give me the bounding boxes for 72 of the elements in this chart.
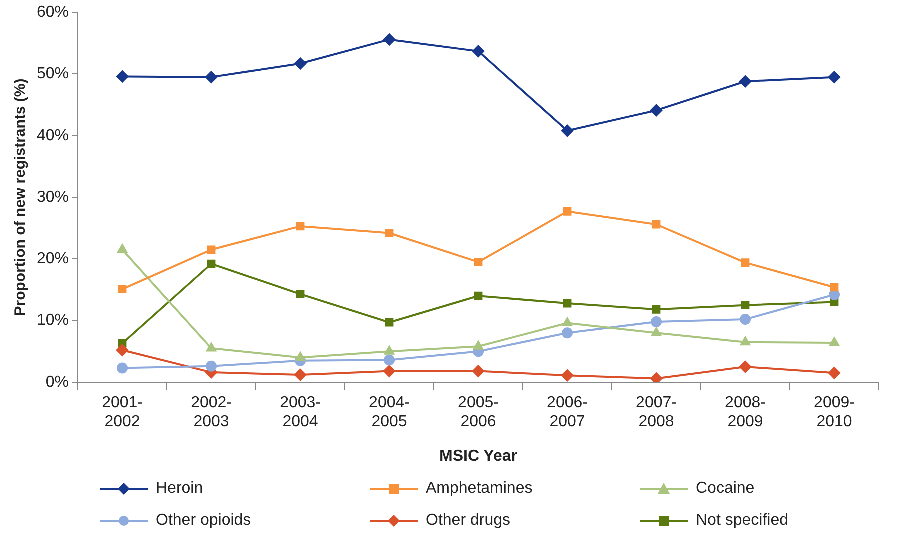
point <box>296 290 305 298</box>
point <box>474 258 483 266</box>
x-tick-label: 2004-2005 <box>369 394 410 431</box>
y-tick-label: 0% <box>46 374 70 391</box>
legend-label: Other drugs <box>426 512 510 530</box>
point <box>828 71 840 84</box>
point <box>385 318 394 327</box>
x-tick-label: 2008-2009 <box>725 394 766 431</box>
x-tick-label: 2003-2004 <box>280 394 321 431</box>
point <box>384 346 394 355</box>
point <box>206 360 218 372</box>
point <box>828 367 840 380</box>
x-tick-label: 2006-2007 <box>547 394 588 431</box>
legend-label: Amphetamines <box>426 480 533 498</box>
x-tick-label: 2009-2010 <box>814 394 855 431</box>
y-tick-label: 30% <box>36 188 70 206</box>
point <box>741 258 750 268</box>
point <box>741 301 750 310</box>
x-tick-label: 2002-2003 <box>191 394 232 431</box>
point <box>294 369 307 382</box>
point <box>562 124 574 137</box>
point <box>472 365 485 378</box>
y-axis-title: Proportion of new registrants (%) <box>12 78 30 316</box>
x-axis-title: MSIC Year <box>440 448 518 465</box>
point <box>740 76 752 88</box>
point <box>830 283 839 292</box>
x-tick-label: 2007-2008 <box>636 394 677 431</box>
point <box>740 314 752 326</box>
point <box>118 285 127 294</box>
point <box>206 343 216 352</box>
point <box>206 71 218 84</box>
y-tick-label: 60% <box>36 4 70 22</box>
point <box>740 336 750 346</box>
x-tick-label: 2005-2006 <box>458 394 499 431</box>
point <box>207 246 216 254</box>
point <box>650 372 663 382</box>
point <box>652 220 661 229</box>
point <box>830 337 840 346</box>
x-tick-label: 2001-2002 <box>102 394 143 431</box>
legend-label: Heroin <box>156 480 204 498</box>
point <box>384 365 396 378</box>
point <box>652 305 661 314</box>
point <box>562 370 574 382</box>
legend-label: Other opioids <box>156 512 252 530</box>
point <box>384 34 396 46</box>
point <box>474 292 483 300</box>
point <box>563 207 572 216</box>
point <box>651 316 662 328</box>
y-tick-label: 10% <box>36 312 70 330</box>
point <box>472 45 485 58</box>
point <box>296 222 305 231</box>
point <box>116 70 129 83</box>
point <box>296 352 306 361</box>
legend-label: Not specified <box>696 512 788 530</box>
point <box>740 360 752 373</box>
y-tick-label: 40% <box>36 127 70 144</box>
point <box>294 58 307 70</box>
point <box>474 341 484 350</box>
y-tick-label: 50% <box>36 66 70 83</box>
point <box>563 299 572 308</box>
y-tick-label: 20% <box>36 250 70 268</box>
point <box>384 354 396 366</box>
point <box>562 318 572 326</box>
point <box>562 328 574 339</box>
point <box>652 328 662 336</box>
point <box>207 260 216 268</box>
point <box>650 104 663 117</box>
point <box>117 362 128 374</box>
point <box>385 229 394 238</box>
point <box>118 244 128 254</box>
point <box>116 344 129 356</box>
legend-label: Cocaine <box>696 480 755 498</box>
